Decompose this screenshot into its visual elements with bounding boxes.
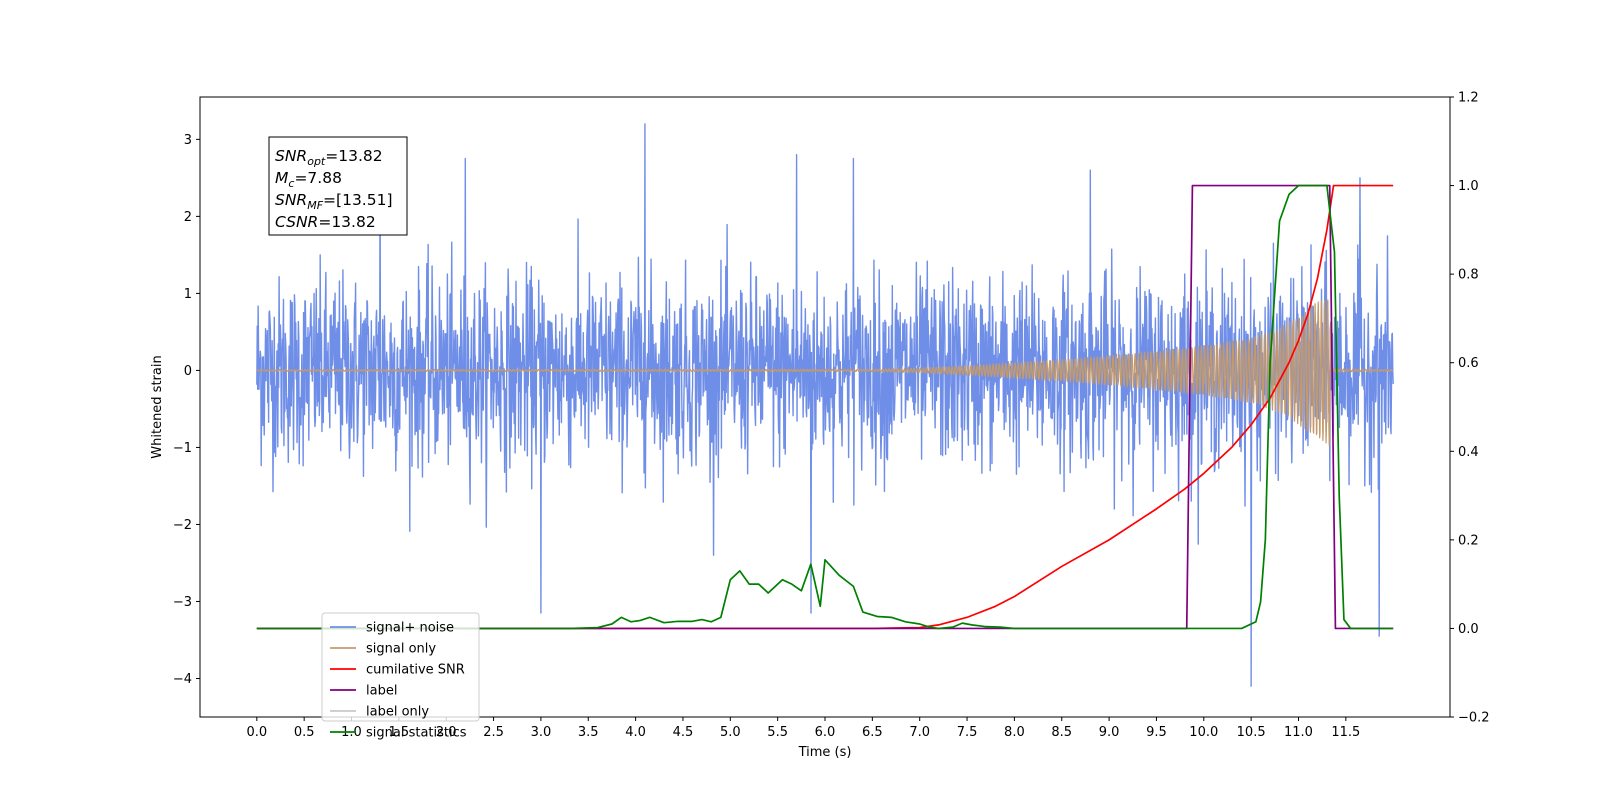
x-tick-label: 3.0 [531,725,552,740]
y2-tick-label: 1.0 [1458,179,1479,194]
x-tick-label: 9.5 [1146,725,1167,740]
legend-label: signal statistics [366,726,467,741]
signal-only-line [256,299,1394,447]
x-tick-label: 6.0 [815,725,836,740]
legend-item: label [330,684,397,699]
y-tick-label: 0 [184,364,192,379]
y2-tick-label: 0.8 [1458,268,1479,283]
axes: Time (s) Whitened strain 0.0 0.5 1.0 1.5 2.0… [150,91,1490,761]
annotation-box: SNRopt=13.82Mc=7.88SNRMF=[13.51]CSNR=13.… [268,136,408,236]
x-tick-label: 11.5 [1331,725,1360,740]
x-tick-label: 7.5 [957,725,978,740]
x-tick-label: 7.0 [909,725,930,740]
legend-label: label only [366,705,429,720]
x-tick-label: 2.5 [483,725,504,740]
annotation-line: SNRopt=13.82 [275,147,383,168]
y-tick-label: −3 [173,595,192,610]
x-tick-label: 0.5 [294,725,315,740]
legend-item: signal statistics [330,726,467,741]
x-tick-label: 5.5 [767,725,788,740]
x-tick-label: 8.5 [1051,725,1072,740]
y2-tick-label: −0.2 [1458,711,1490,726]
legend-item: cumilative SNR [330,663,465,678]
y-tick-label: 3 [184,133,192,148]
signal-statistics-line [256,184,1394,630]
plot-area [256,123,1394,687]
y-tick-label: −1 [173,441,192,456]
y2-tick-label: 1.2 [1458,91,1479,106]
y-tick-label: −2 [173,518,192,533]
y-tick-label: −4 [173,672,192,687]
annotation-line: Mc=7.88 [275,169,342,190]
y2-tick-label: 0.0 [1458,622,1479,637]
x-tick-label: 5.0 [720,725,741,740]
x-tick-label: 10.5 [1237,725,1266,740]
x-tick-label: 4.0 [625,725,646,740]
x-tick-label: 2.0 [436,725,457,740]
y-tick-label: 2 [184,210,192,225]
legend-item: label only [330,705,429,720]
y-axis-label: Whitened strain [150,355,165,458]
x-axis-label: Time (s) [798,745,852,760]
legend-frame [321,612,480,722]
legend-label: label [366,684,397,699]
annotation-frame [268,136,408,236]
legend-item: signal only [330,642,436,657]
x-tick-label: 4.5 [673,725,694,740]
x-tick-label: 11.0 [1284,725,1313,740]
y2-tick-label: 0.4 [1458,445,1479,460]
x-tick-label: 10.0 [1189,725,1218,740]
annotation-line: CSNR=13.82 [275,213,376,231]
x-tick-label: 1.5 [389,725,410,740]
y-tick-label: 1 [184,287,192,302]
legend: signal+ noise signal only cumilative SNR la… [321,612,480,741]
legend-label: signal+ noise [366,621,454,636]
legend-label: signal only [366,642,436,657]
signal-plus-noise-line [256,123,1394,687]
legend-label: cumilative SNR [366,663,465,678]
y2-tick-label: 0.6 [1458,356,1479,371]
x-tick-label: 0.0 [246,725,267,740]
x-tick-label: 3.5 [578,725,599,740]
x-tick-label: 8.0 [1004,725,1025,740]
x-tick-label: 6.5 [862,725,883,740]
cumilative-snr-line [256,184,1394,630]
annotation-line: SNRMF=[13.51] [275,191,393,212]
x-tick-label: 9.0 [1099,725,1120,740]
y2-tick-label: 0.2 [1458,533,1479,548]
legend-item: signal+ noise [330,621,454,636]
